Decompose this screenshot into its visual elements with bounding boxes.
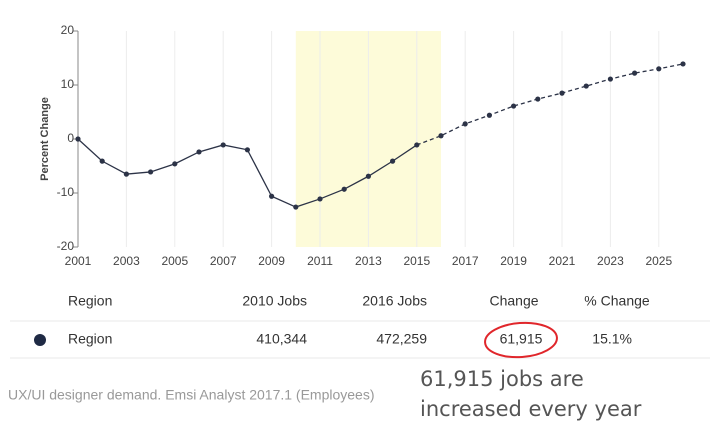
line-dashed bbox=[416, 63, 684, 146]
x-tick-label: 2017 bbox=[452, 254, 479, 268]
x-tick-label: 2009 bbox=[258, 254, 285, 268]
point bbox=[583, 83, 589, 89]
point bbox=[123, 171, 129, 177]
point bbox=[172, 161, 178, 167]
y-tick-label: -20 bbox=[57, 239, 75, 253]
point bbox=[220, 142, 226, 148]
x-tick-label: 2013 bbox=[355, 254, 382, 268]
point bbox=[75, 136, 81, 142]
x-tick-label: 2021 bbox=[549, 254, 576, 268]
point bbox=[607, 76, 614, 82]
table-cell: Region bbox=[68, 331, 112, 347]
y-tick-label: 20 bbox=[61, 23, 75, 37]
x-tick-label: 2019 bbox=[500, 254, 527, 268]
table-header: Change bbox=[489, 293, 538, 309]
point bbox=[535, 96, 541, 102]
point bbox=[341, 186, 347, 192]
y-tick-label: 0 bbox=[67, 131, 74, 145]
x-tick-label: 2015 bbox=[403, 254, 430, 268]
point bbox=[438, 133, 444, 139]
caption: UX/UI designer demand. Emsi Analyst 2017… bbox=[8, 387, 375, 403]
table-cell: 15.1% bbox=[592, 331, 632, 347]
x-tick-label: 2003 bbox=[113, 254, 140, 268]
y-axis-label: Percent Change bbox=[39, 97, 51, 181]
point bbox=[390, 158, 396, 164]
point bbox=[632, 70, 638, 76]
table-cell: 61,915 bbox=[500, 331, 543, 347]
plot: 2001 2003 2005 2007 2009 2011 2013 2015 2017 2019… bbox=[57, 23, 686, 268]
table-cell: 472,259 bbox=[376, 331, 427, 347]
x-tick-label: 2023 bbox=[597, 254, 624, 268]
legend-dot bbox=[34, 334, 46, 346]
y-tick-label: 10 bbox=[61, 77, 75, 91]
point bbox=[269, 193, 275, 199]
annotation: 61,915 jobs are bbox=[420, 367, 584, 391]
x-tick-label: 2007 bbox=[210, 254, 237, 268]
point bbox=[559, 90, 565, 96]
table-header: 2016 Jobs bbox=[362, 293, 427, 309]
point bbox=[99, 158, 105, 164]
point bbox=[462, 121, 468, 127]
point bbox=[656, 66, 662, 72]
point bbox=[293, 204, 299, 210]
table-cell: 410,344 bbox=[256, 331, 307, 347]
annotation: increased every year bbox=[420, 397, 642, 421]
point bbox=[365, 173, 371, 179]
point bbox=[680, 61, 686, 67]
point bbox=[196, 149, 202, 155]
table-header: % Change bbox=[584, 293, 650, 309]
point bbox=[244, 147, 250, 153]
highlight-circle bbox=[484, 321, 558, 359]
x-tick-label: 2011 bbox=[307, 254, 333, 268]
x-tick-label: 2025 bbox=[645, 254, 672, 268]
point bbox=[317, 196, 323, 202]
x-tick-label: 2005 bbox=[161, 254, 188, 268]
point bbox=[414, 142, 420, 148]
x-tick-label: 2001 bbox=[65, 254, 92, 268]
table-header: 2010 Jobs bbox=[242, 293, 307, 309]
point bbox=[510, 103, 517, 109]
y-tick-label: -10 bbox=[57, 185, 75, 199]
point bbox=[486, 112, 492, 118]
table-header: Region bbox=[68, 293, 112, 309]
point bbox=[148, 169, 154, 175]
